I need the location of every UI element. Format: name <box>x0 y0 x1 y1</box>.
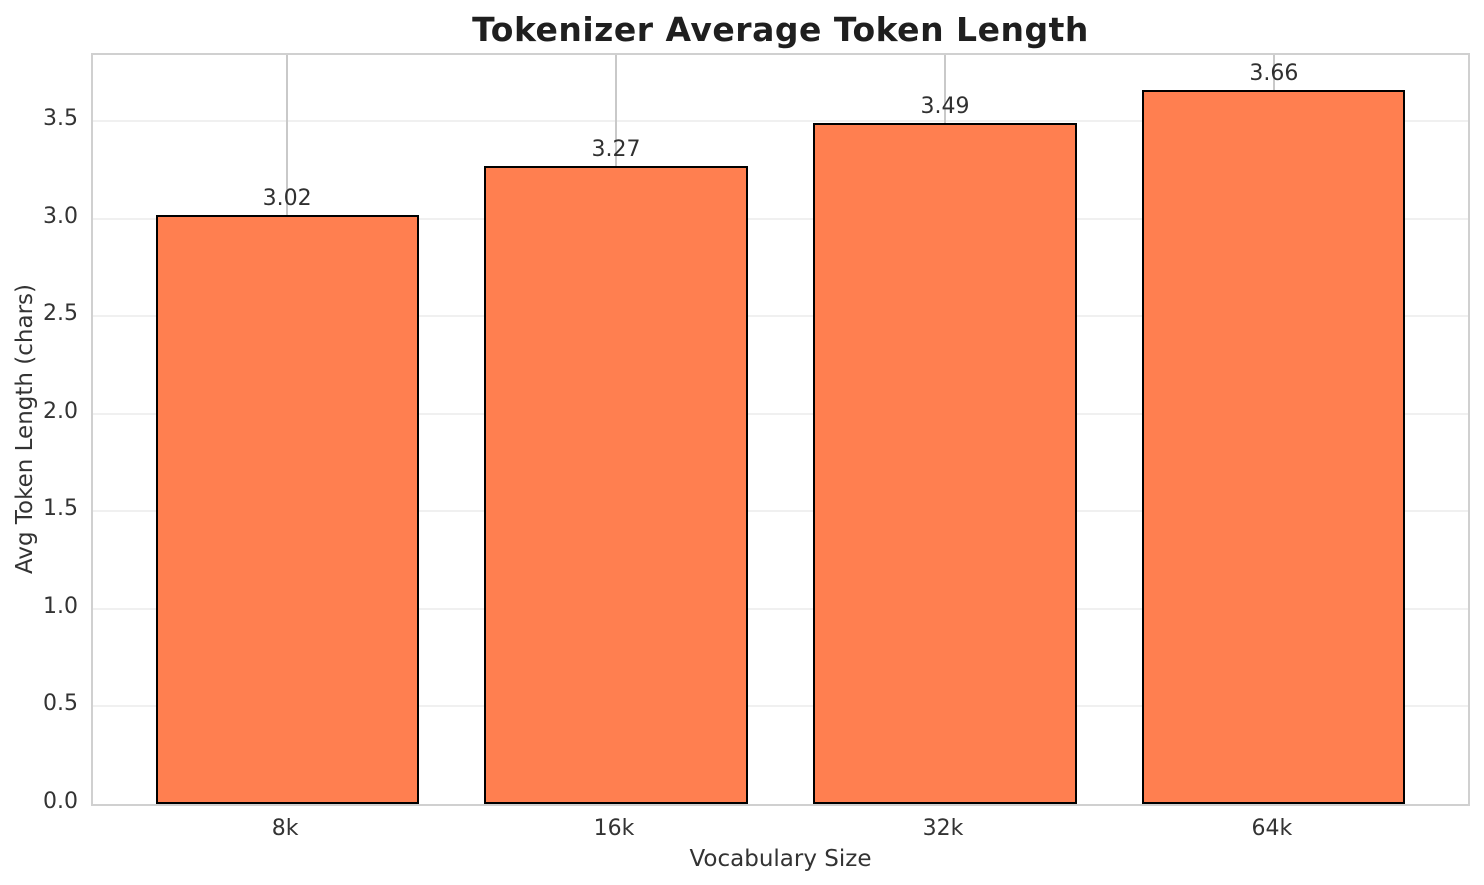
gridline-y-2.0 <box>93 412 1468 415</box>
bar-value-64k: 3.66 <box>1249 61 1299 87</box>
bar-value-8k: 3.02 <box>262 185 312 211</box>
y-tick-0.0: 0.0 <box>43 789 78 814</box>
gridline-y-2.5 <box>93 315 1468 318</box>
x-tick-16k: 16k <box>593 816 635 841</box>
y-tick-2.5: 2.5 <box>43 301 78 327</box>
bar-16k <box>484 166 748 804</box>
gridline-y-3.0 <box>93 217 1468 220</box>
y-axis-label-text: Avg Token Length (chars) <box>12 283 38 575</box>
gridline-y-1.5 <box>93 510 1468 513</box>
bar-32k <box>813 123 1077 804</box>
y-tick-2.0: 2.0 <box>43 398 78 424</box>
x-tick-8k: 8k <box>271 816 299 841</box>
chart-title: Tokenizer Average Token Length <box>472 10 1089 49</box>
bar-value-32k: 3.49 <box>920 94 970 120</box>
gridline-y-1.0 <box>93 607 1468 610</box>
x-tick-64k: 64k <box>1251 816 1293 841</box>
bar-value-16k: 3.27 <box>591 137 641 163</box>
y-tick-3.0: 3.0 <box>43 203 78 229</box>
y-tick-0.5: 0.5 <box>43 691 78 717</box>
y-tick-3.5: 3.5 <box>43 106 78 132</box>
plot-area: 3.02 3.27 3.49 3.66 <box>91 53 1470 806</box>
y-tick-1.5: 1.5 <box>43 496 78 522</box>
y-tick-1.0: 1.0 <box>43 593 78 619</box>
bar-64k <box>1142 90 1406 804</box>
bar-8k <box>155 214 419 804</box>
gridline-y-3.5 <box>93 120 1468 123</box>
x-tick-32k: 32k <box>922 816 964 841</box>
x-axis-label: Vocabulary Size <box>689 846 872 872</box>
gridline-y-0.5 <box>93 705 1468 708</box>
